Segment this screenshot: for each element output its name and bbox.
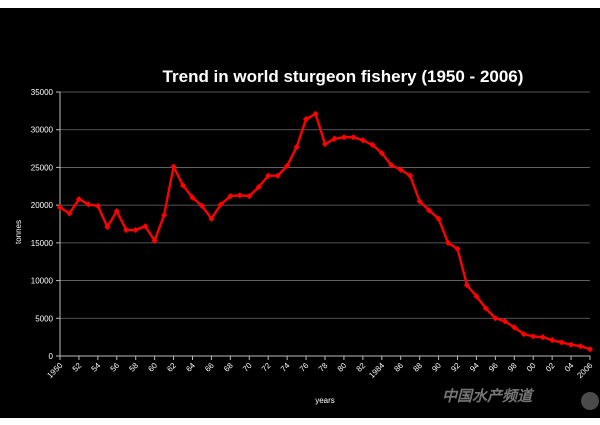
- x-tick-label-18: 86: [392, 361, 405, 374]
- data-point-1984: [378, 149, 385, 157]
- data-point-1960: [151, 237, 158, 244]
- x-tick-label-15: 80: [336, 361, 349, 374]
- x-tick-label-24: 98: [506, 361, 519, 374]
- data-point-1995: [482, 305, 490, 312]
- x-tick-label-5: 60: [146, 361, 159, 374]
- data-point-1954: [94, 202, 101, 210]
- y-tick-label-6: 30000: [31, 126, 54, 135]
- x-tick-label-16: 82: [355, 361, 368, 374]
- data-point-1970: [246, 192, 253, 200]
- x-tick-label-2: 54: [90, 361, 103, 374]
- data-point-1963: [179, 182, 187, 189]
- data-point-1980: [340, 134, 348, 141]
- data-point-1996: [492, 315, 499, 322]
- x-tick-label-1: 52: [71, 361, 84, 374]
- data-point-1952: [75, 195, 83, 203]
- series-0: [56, 110, 594, 353]
- series-line-0: [59, 112, 591, 351]
- x-tick-label-10: 70: [241, 361, 254, 374]
- data-point-2005: [577, 343, 584, 350]
- data-point-1951: [66, 210, 73, 217]
- x-tick-label-17: 1984: [367, 361, 386, 380]
- y-ticks: 0 5000 10000 15000 20000 25000 30000 35000: [31, 88, 60, 361]
- x-tick-label-6: 62: [165, 361, 178, 374]
- data-point-1994: [473, 293, 480, 300]
- x-tick-label-12: 74: [279, 361, 292, 374]
- data-point-1997: [501, 318, 508, 325]
- y-axis-label: tonnes: [14, 220, 23, 244]
- data-point-2006: [586, 346, 594, 353]
- data-point-1955: [104, 223, 111, 231]
- x-tick-label-0: 1950: [45, 361, 64, 380]
- data-point-1959: [142, 223, 149, 230]
- x-tick-label-13: 76: [298, 361, 311, 374]
- x-tick-label-3: 56: [109, 361, 122, 374]
- x-tick-label-19: 88: [411, 361, 424, 374]
- x-tick-label-28: 2006: [575, 361, 594, 380]
- data-point-2000: [530, 333, 537, 340]
- data-point-1968: [227, 192, 234, 200]
- x-tick-label-22: 94: [468, 361, 481, 374]
- x-tick-label-25: 00: [525, 361, 538, 374]
- x-tick-label-26: 02: [544, 361, 557, 374]
- data-point-1961: [160, 211, 168, 219]
- x-tick-label-14: 78: [317, 361, 330, 374]
- x-tick-label-9: 68: [222, 361, 235, 374]
- y-tick-label-7: 35000: [31, 88, 54, 97]
- data-point-2002: [549, 337, 556, 344]
- x-tick-label-27: 04: [563, 361, 576, 374]
- data-point-2001: [539, 334, 546, 341]
- data-point-1969: [236, 192, 243, 199]
- data-point-1981: [350, 134, 357, 141]
- x-tick-label-11: 72: [260, 361, 273, 374]
- x-tick-label-23: 96: [487, 361, 500, 374]
- watermark-text: 中国水产频道: [442, 387, 535, 405]
- data-point-1956: [113, 208, 120, 215]
- x-ticks: 1950 52 54 56 58 60 62 64 66 68 70 72 74 76 78 80 82 1984…: [45, 356, 595, 380]
- x-tick-label-7: 64: [184, 361, 197, 374]
- x-tick-label-8: 66: [203, 361, 216, 374]
- x-tick-label-4: 58: [127, 361, 140, 374]
- watermark-globe-icon: [581, 392, 599, 410]
- y-tick-label-1: 5000: [35, 314, 53, 323]
- grid: [60, 91, 590, 319]
- y-tick-label-2: 10000: [31, 277, 54, 286]
- y-tick-label-3: 15000: [31, 239, 54, 248]
- y-tick-label-4: 20000: [31, 201, 54, 210]
- data-point-1998: [511, 324, 518, 331]
- data-point-2003: [558, 339, 565, 346]
- data-point-1950: [56, 204, 64, 211]
- data-point-1953: [85, 201, 92, 208]
- data-point-1958: [132, 226, 139, 234]
- x-tick-label-20: 90: [430, 361, 443, 374]
- y-tick-label-5: 25000: [31, 163, 54, 172]
- data-point-1966: [208, 215, 215, 222]
- x-axis-label: years: [315, 396, 335, 405]
- chart-title: Trend in world sturgeon fishery (1950 - …: [163, 67, 524, 86]
- data-point-2004: [567, 341, 575, 348]
- data-point-1967: [217, 201, 225, 208]
- y-tick-label-0: 0: [49, 352, 54, 361]
- x-tick-label-21: 92: [449, 361, 462, 374]
- data-point-1993: [463, 281, 471, 289]
- data-point-1957: [123, 226, 130, 234]
